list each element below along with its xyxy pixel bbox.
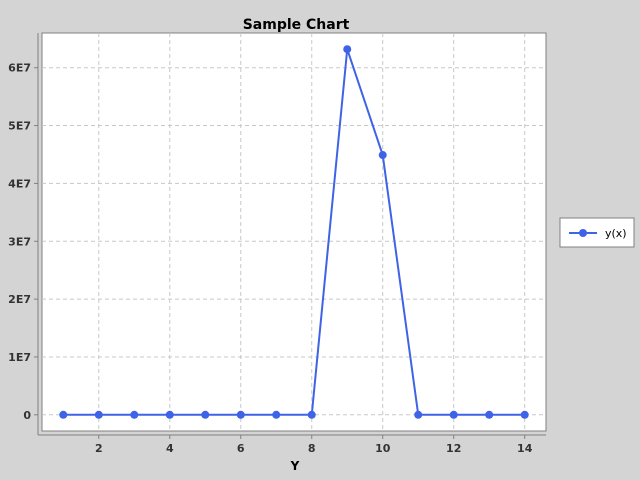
legend-series-marker bbox=[579, 229, 587, 237]
data-point bbox=[201, 411, 209, 419]
x-axis-ticks: 2 4 6 8 10 12 14 bbox=[95, 435, 533, 455]
data-point bbox=[450, 411, 458, 419]
data-point bbox=[130, 411, 138, 419]
x-tick-label: 12 bbox=[446, 442, 461, 455]
y-tick-label: 5E7 bbox=[8, 120, 31, 133]
data-point bbox=[166, 411, 174, 419]
y-axis-ticks: 0 1E7 2E7 3E7 4E7 5E7 6E7 bbox=[8, 62, 38, 422]
y-tick-label: 3E7 bbox=[8, 235, 31, 248]
x-tick-label: 6 bbox=[237, 442, 245, 455]
x-axis-label: Y bbox=[290, 459, 300, 473]
data-point bbox=[308, 411, 316, 419]
plot-area bbox=[42, 33, 546, 431]
x-tick-label: 4 bbox=[166, 442, 174, 455]
data-point bbox=[237, 411, 245, 419]
y-tick-label: 6E7 bbox=[8, 62, 31, 75]
x-tick-label: 10 bbox=[375, 442, 391, 455]
data-point bbox=[59, 411, 67, 419]
data-point bbox=[485, 411, 493, 419]
x-tick-label: 2 bbox=[95, 442, 103, 455]
data-point bbox=[95, 411, 103, 419]
data-point bbox=[379, 151, 387, 159]
x-tick-label: 14 bbox=[517, 442, 533, 455]
chart-title: Sample Chart bbox=[243, 17, 350, 33]
data-point bbox=[414, 411, 422, 419]
y-tick-label: 0 bbox=[23, 409, 31, 422]
data-point bbox=[521, 411, 529, 419]
y-tick-label: 1E7 bbox=[8, 351, 31, 364]
data-point bbox=[272, 411, 280, 419]
x-tick-label: 8 bbox=[308, 442, 316, 455]
legend: y(x) bbox=[560, 218, 634, 247]
data-point bbox=[343, 45, 351, 53]
legend-series-label: y(x) bbox=[605, 227, 627, 240]
y-tick-label: 4E7 bbox=[8, 177, 31, 190]
y-tick-label: 2E7 bbox=[8, 293, 31, 306]
